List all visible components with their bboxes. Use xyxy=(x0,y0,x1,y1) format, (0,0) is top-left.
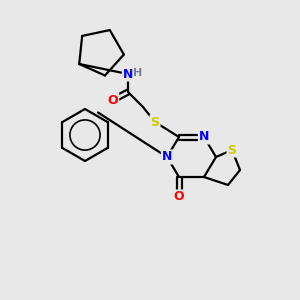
Text: S: S xyxy=(151,116,160,128)
Text: S: S xyxy=(227,143,236,157)
Text: H: H xyxy=(134,68,142,78)
Text: N: N xyxy=(123,68,133,80)
Text: N: N xyxy=(199,130,209,143)
Text: O: O xyxy=(108,94,118,106)
Text: O: O xyxy=(174,190,184,203)
Text: N: N xyxy=(162,151,172,164)
